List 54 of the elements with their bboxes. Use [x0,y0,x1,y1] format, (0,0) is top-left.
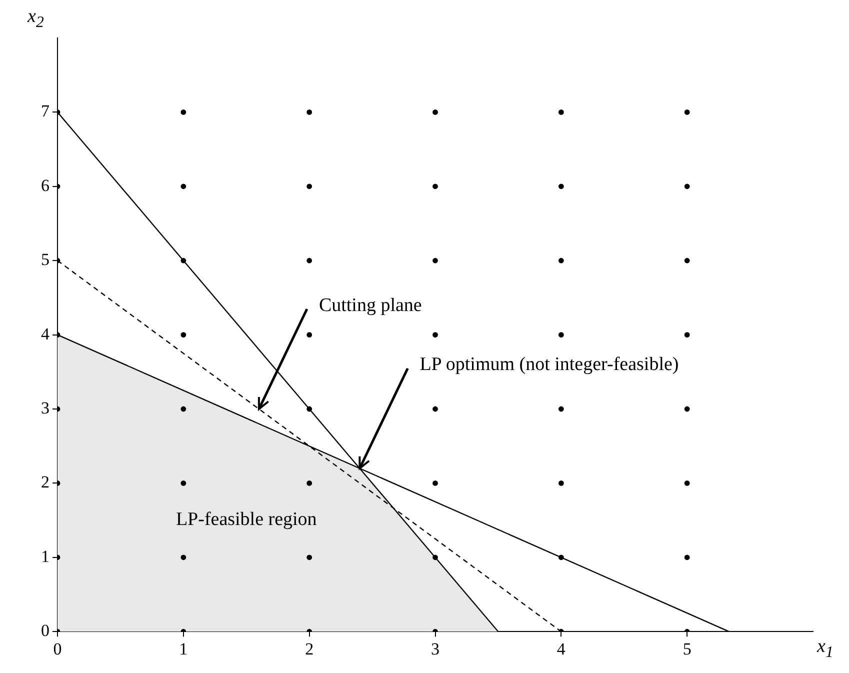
point [180,332,186,338]
point [180,554,186,560]
point [432,480,438,486]
point [558,184,564,190]
y-tick-label: 0 [41,621,50,640]
y-tick-label: 3 [41,398,50,418]
point [558,258,564,264]
point [684,258,690,264]
y-tick-label: 2 [41,472,50,492]
y-tick-label: 4 [41,324,50,344]
point [432,184,438,190]
point [684,406,690,412]
point [180,184,186,190]
point [306,332,312,338]
x-tick-label: 4 [556,639,566,658]
point [684,480,690,486]
y-tick-label: 6 [41,176,50,195]
point [432,554,438,560]
x-tick-label: 0 [53,639,62,658]
y-tick-label: 5 [41,250,50,270]
x-axis-title: x$_{1}$ [817,636,834,662]
point [684,110,690,115]
point [558,110,564,115]
point [432,332,438,338]
annotation: LP optimum (not integer-feasible) [420,354,679,376]
point [306,480,312,486]
point [558,480,564,486]
point [684,554,690,560]
point [180,480,186,486]
point [684,184,690,190]
point [180,406,186,412]
point [558,554,564,560]
point [558,406,564,412]
point [432,406,438,412]
point [180,110,186,115]
x-tick-label: 3 [431,639,440,658]
point [306,110,312,115]
x-tick-label: 1 [179,639,188,658]
point [558,332,564,338]
y-tick-label: 7 [41,102,50,121]
point [432,258,438,264]
point [306,258,312,264]
point [306,406,312,412]
point [684,332,690,338]
x-tick-label: 5 [682,639,692,658]
point [432,110,438,115]
annotation: LP-feasible region [176,509,317,532]
point [306,184,312,190]
point [306,554,312,560]
annotation: Cutting plane [318,295,422,317]
point [180,258,186,264]
y-axis-title: x$_{2}$ [28,6,44,32]
x-tick-label: 2 [305,639,314,658]
y-tick-label: 1 [41,546,50,566]
